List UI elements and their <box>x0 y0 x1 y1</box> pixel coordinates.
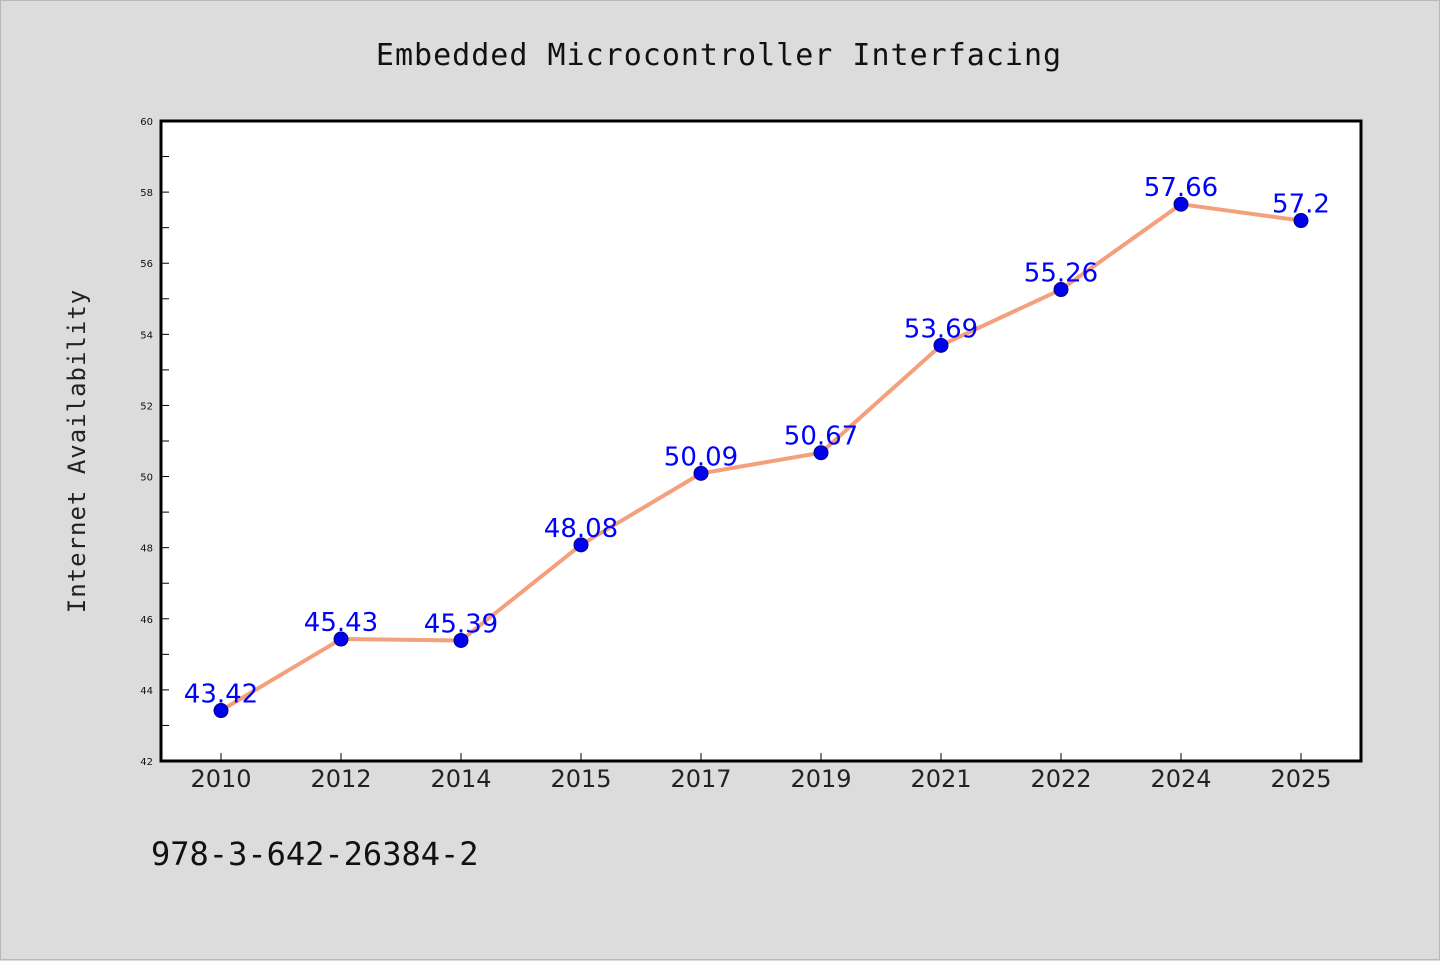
x-tick-label: 2015 <box>550 765 611 793</box>
data-label: 57.2 <box>1272 190 1330 220</box>
y-tick-label: 58 <box>140 188 153 199</box>
x-tick-label: 2025 <box>1270 765 1331 793</box>
x-tick-label: 2024 <box>1150 765 1211 793</box>
data-point <box>1293 213 1309 229</box>
data-point <box>693 465 709 481</box>
x-tick-label: 2010 <box>190 765 251 793</box>
data-point <box>213 703 229 719</box>
x-axis: 2010 2012 2014 2015 2017 2019 2021 2022 2024 2025 <box>190 753 1332 793</box>
series-line <box>219 202 1303 713</box>
y-tick-label: 54 <box>140 330 153 341</box>
data-point <box>453 632 469 648</box>
data-point <box>1053 282 1069 298</box>
series-layer <box>219 202 1303 713</box>
y-tick-label: 44 <box>140 686 153 697</box>
x-tick-label: 2022 <box>1030 765 1091 793</box>
y-tick-label: 48 <box>140 544 153 555</box>
y-tick-label: 46 <box>140 615 153 626</box>
data-label: 45.43 <box>304 608 378 638</box>
x-tick-label: 2021 <box>910 765 971 793</box>
x-tick-label: 2012 <box>310 765 371 793</box>
data-label: 43.42 <box>184 680 258 710</box>
y-axis: 42 44 46 48 50 52 54 56 58 60 <box>140 117 169 768</box>
data-label: 48.08 <box>544 514 618 544</box>
y-tick-label: 56 <box>140 259 153 270</box>
data-label: 57.66 <box>1144 173 1218 203</box>
data-label: 45.39 <box>424 609 498 639</box>
y-axis-title: Internet Availability <box>63 289 91 613</box>
data-label: 53.69 <box>904 314 978 344</box>
y-tick-label: 52 <box>140 401 153 412</box>
data-point <box>813 445 829 461</box>
x-tick-label: 2019 <box>790 765 851 793</box>
chart-title: Embedded Microcontroller Interfacing <box>376 38 1062 73</box>
plot-border <box>159 119 1363 763</box>
data-label: 50.09 <box>664 442 738 472</box>
plot-area <box>161 121 1361 761</box>
data-point <box>333 631 349 647</box>
data-point <box>933 337 949 353</box>
points-layer <box>213 196 1309 719</box>
y-tick-label: 60 <box>140 117 153 128</box>
footer-isbn: 978-3-642-26384-2 <box>151 835 479 873</box>
x-tick-label: 2014 <box>430 765 491 793</box>
data-label: 55.26 <box>1024 259 1098 289</box>
x-tick-label: 2017 <box>670 765 731 793</box>
data-point <box>1173 196 1189 212</box>
y-tick-label: 50 <box>140 473 153 484</box>
data-labels-layer: 43.42 45.43 45.39 48.08 50.09 50.67 53.69 55.26… <box>184 173 1330 709</box>
data-label: 50.67 <box>784 422 858 452</box>
data-point <box>573 537 589 553</box>
y-tick-label: 42 <box>140 757 153 768</box>
